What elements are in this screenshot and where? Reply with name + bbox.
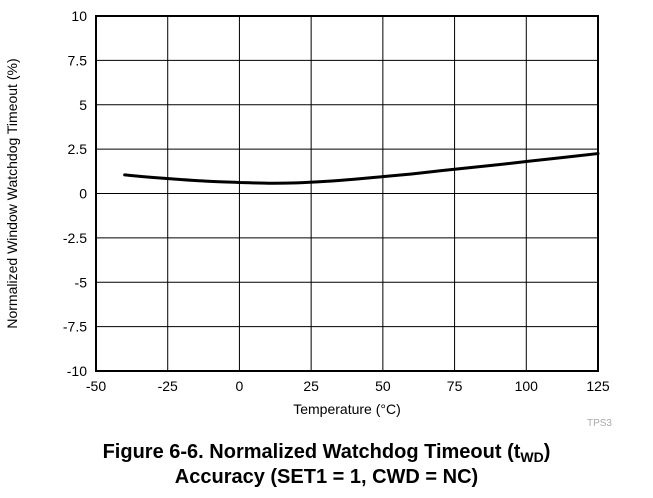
- y-tick-labels: 10 7.5 5 2.5 0 -2.5 -5 -7.5 -10: [63, 8, 87, 379]
- y-axis-label: Normalized Window Watchdog Timeout (%): [4, 58, 20, 328]
- y-tick-label: 5: [79, 97, 87, 113]
- caption-suffix: ): [543, 441, 551, 463]
- x-tick-labels: -50 -25 0 25 50 75 100 125: [86, 378, 610, 394]
- grid-lines: [95, 15, 599, 372]
- y-tick-label: 0: [79, 186, 87, 202]
- x-axis-label: Temperature (°C): [293, 401, 401, 417]
- y-tick-label: 7.5: [68, 52, 88, 68]
- figure-caption-line-1: Figure 6-6. Normalized Watchdog Timeout …: [0, 440, 653, 465]
- y-tick-label: 10: [71, 8, 87, 24]
- y-tick-label: -2.5: [63, 230, 87, 246]
- x-tick-label: 125: [586, 378, 610, 394]
- y-tick-label: -10: [67, 363, 87, 379]
- x-tick-label: 25: [303, 378, 319, 394]
- x-tick-label: 0: [236, 378, 244, 394]
- plot-frame: [95, 15, 599, 372]
- figure-caption-line-2: Accuracy (SET1 = 1, CWD = NC): [174, 466, 479, 488]
- x-tick-label: -50: [86, 378, 106, 394]
- caption-prefix: Figure 6-6. Normalized Watchdog Timeout …: [102, 441, 521, 463]
- caption-subscript: WD: [520, 449, 544, 465]
- y-tick-label: -5: [75, 274, 88, 290]
- x-tick-label: -25: [158, 378, 178, 394]
- series-line-watchdog-timeout: [123, 152, 600, 185]
- y-tick-label: 2.5: [68, 141, 88, 157]
- y-tick-label: -7.5: [63, 319, 87, 335]
- chart: -50 -25 0 25 50 75 100 125 10 7.5 5 2.5 0 -2.5 -5 -7.5…: [4, 8, 612, 429]
- x-tick-label: 50: [375, 378, 391, 394]
- x-tick-label: 100: [515, 378, 539, 394]
- figure-code: TPS3: [587, 418, 612, 429]
- x-tick-label: 75: [447, 378, 463, 394]
